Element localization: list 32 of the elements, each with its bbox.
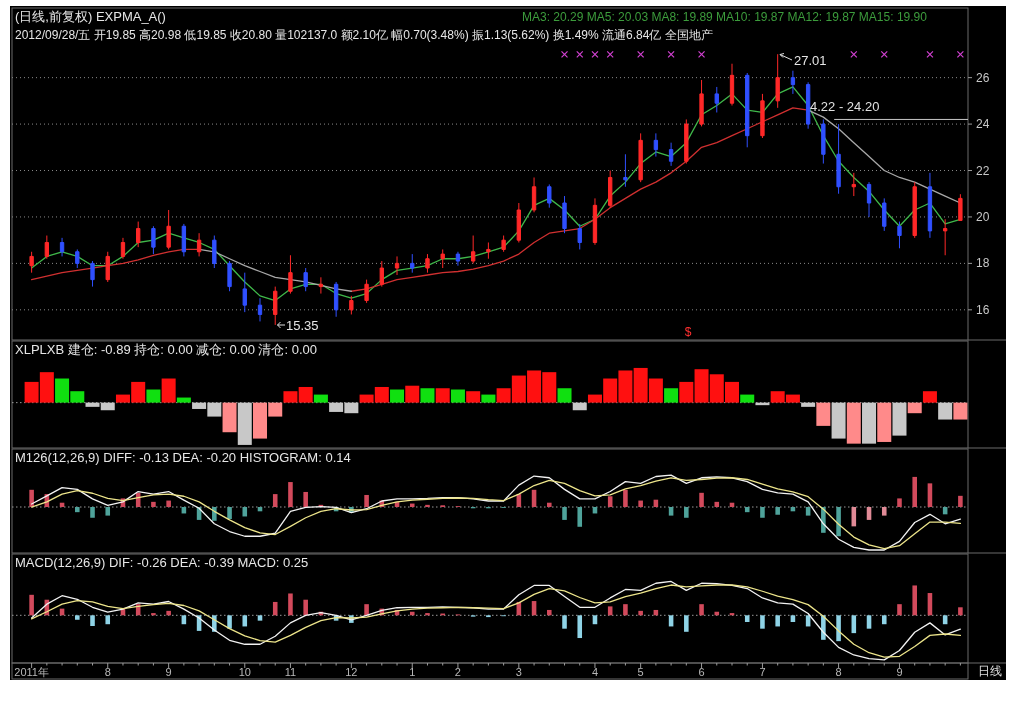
x-tick-label: 5 bbox=[637, 666, 644, 678]
x-tick-label: 2011年 bbox=[14, 666, 49, 678]
x-tick-label: 3 bbox=[515, 666, 522, 678]
chart-title: XLPLXB 建仓: -0.89 持仓: 0.00 减仓: 0.00 清仓: 0.00 bbox=[15, 342, 318, 357]
annotation: MA3: 20.29 MA5: 20.03 MA8: 19.89 MA10: 19.87 MA12: 19.87 MA15: 19.90 bbox=[522, 10, 928, 24]
x-tick-label: 1 bbox=[409, 666, 416, 678]
chart-title: MACD(12,26,9) DIF: -0.26 DEA: -0.39 MACD: 0.25 bbox=[15, 555, 309, 570]
y-tick-label: 24 bbox=[976, 117, 990, 132]
x-tick-label: 8 bbox=[835, 666, 842, 678]
x-tick-label: 10 bbox=[238, 666, 251, 678]
y-tick-label: 16 bbox=[976, 302, 990, 317]
y-tick-label: 18 bbox=[976, 256, 990, 271]
annotation: 4.22 - 24.20 bbox=[810, 99, 880, 114]
y-tick-label: 20 bbox=[976, 209, 990, 224]
y-tick-label: 22 bbox=[976, 163, 990, 178]
x-tick-label: 4 bbox=[591, 666, 599, 678]
text: 2012/09/28/五 开19.85 高20.98 低19.85 收20.80 量102137.0 额2.10亿 幅0.70(3.48%) 振1.13(5.62%) 换1.49% 流通6.84亿 全国地产 bbox=[15, 28, 713, 42]
text: 日线 bbox=[978, 664, 1002, 678]
x-tick-label: 2 bbox=[454, 666, 461, 678]
x-tick-label: 11 bbox=[284, 666, 297, 678]
chart-title: (日线,前复权) EXPMA_A() bbox=[15, 9, 166, 24]
annotation: 27.01 bbox=[794, 53, 827, 68]
x-tick-label: 7 bbox=[759, 666, 766, 678]
x-tick-label: 9 bbox=[896, 666, 903, 678]
y-tick-label: 26 bbox=[976, 70, 990, 85]
x-tick-label: 12 bbox=[345, 666, 358, 678]
annotation: $ bbox=[684, 325, 692, 339]
x-tick-label: 8 bbox=[104, 666, 111, 678]
x-tick-label: 6 bbox=[698, 666, 705, 678]
chart-title: M126(12,26,9) DIFF: -0.13 DEA: -0.20 HISTOGRAM: 0.14 bbox=[15, 450, 351, 465]
annotation: 15.35 bbox=[286, 318, 319, 333]
x-tick-label: 9 bbox=[165, 666, 172, 678]
